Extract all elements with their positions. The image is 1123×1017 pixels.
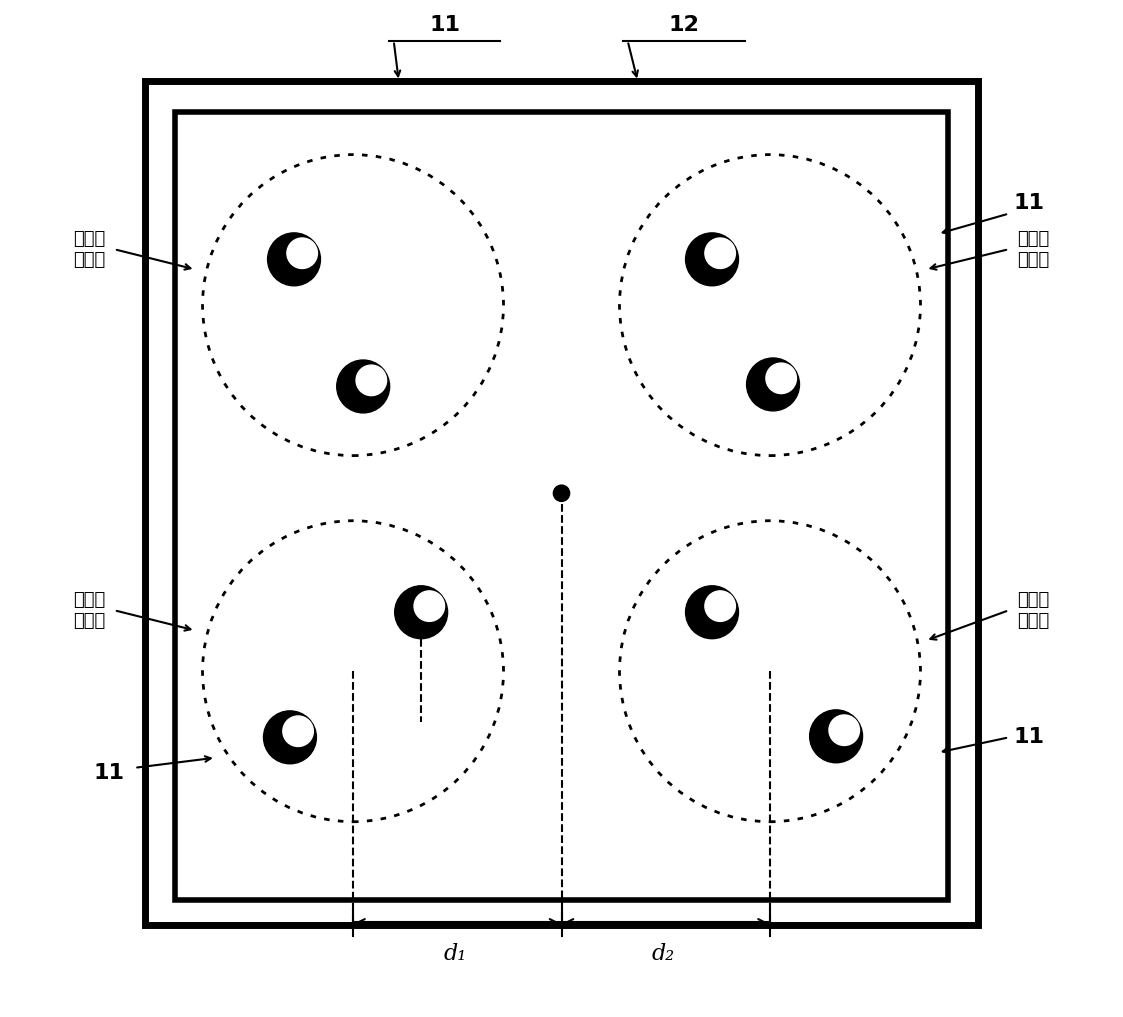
Text: d₂: d₂ bbox=[651, 943, 675, 965]
Circle shape bbox=[685, 233, 739, 286]
Text: 第三组
传感器: 第三组 传感器 bbox=[73, 591, 106, 630]
Circle shape bbox=[685, 586, 739, 639]
Circle shape bbox=[337, 360, 390, 413]
Text: 第四组
传感器: 第四组 传感器 bbox=[1017, 591, 1050, 630]
Circle shape bbox=[554, 485, 569, 501]
Text: 第二组
传感器: 第二组 传感器 bbox=[1017, 230, 1050, 268]
Circle shape bbox=[267, 233, 320, 286]
Text: 12: 12 bbox=[668, 15, 699, 36]
Bar bbox=[145, 81, 978, 925]
Circle shape bbox=[766, 363, 796, 394]
Text: 11: 11 bbox=[429, 15, 460, 36]
Circle shape bbox=[414, 591, 445, 621]
Circle shape bbox=[283, 716, 313, 746]
Text: d₁: d₁ bbox=[444, 943, 466, 965]
Text: 11: 11 bbox=[1014, 727, 1044, 747]
Text: 第一组
传感器: 第一组 传感器 bbox=[73, 230, 106, 268]
Circle shape bbox=[705, 591, 736, 621]
Circle shape bbox=[356, 365, 386, 396]
Circle shape bbox=[394, 586, 448, 639]
Text: 11: 11 bbox=[93, 763, 125, 783]
Circle shape bbox=[264, 711, 317, 764]
Text: 11: 11 bbox=[1014, 193, 1044, 214]
Circle shape bbox=[810, 710, 862, 763]
Bar bbox=[175, 112, 948, 900]
Circle shape bbox=[747, 358, 800, 411]
Circle shape bbox=[829, 715, 859, 745]
Circle shape bbox=[286, 238, 318, 268]
Circle shape bbox=[705, 238, 736, 268]
